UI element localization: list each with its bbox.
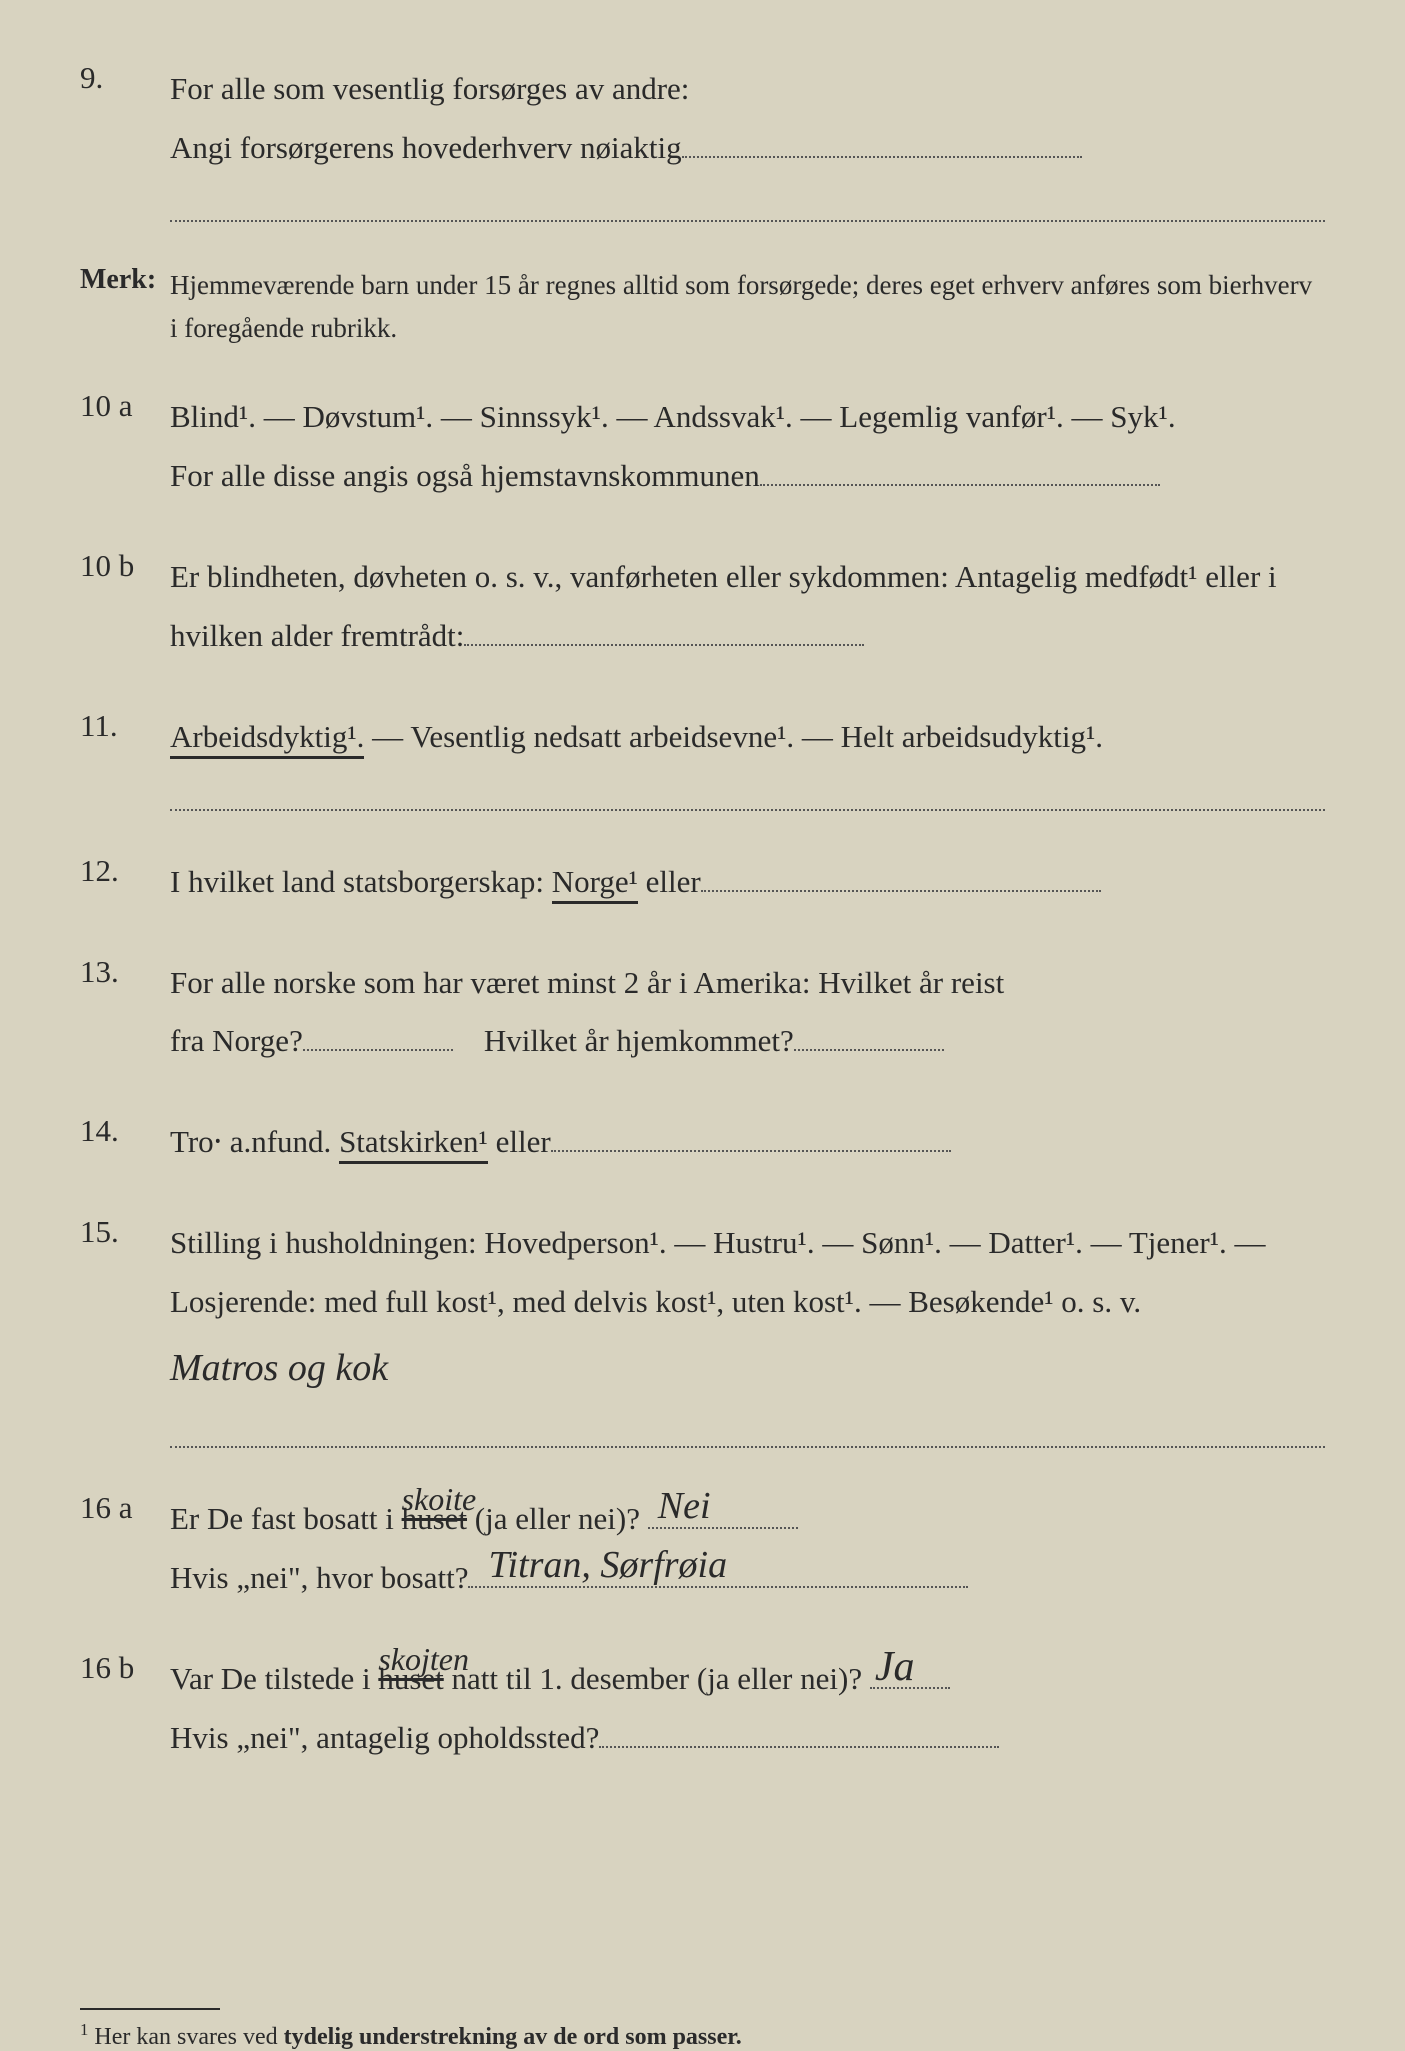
merk-text: Hjemmeværende barn under 15 år regnes al… — [170, 264, 1325, 350]
q11-rest: — Vesentlig nedsatt arbeidsevne¹. — Helt… — [364, 719, 1103, 754]
footnote-rule — [80, 2008, 220, 2010]
question-10b: 10 b Er blindheten, døvheten o. s. v., v… — [80, 548, 1325, 666]
footnote-text-a: Her kan svares ved — [94, 2024, 283, 2050]
q15-handwritten: Matros og kok — [170, 1332, 388, 1404]
q16b-line2: Hvis „nei", antagelig opholdssted? — [170, 1720, 599, 1755]
q13-blank1 — [303, 1020, 453, 1051]
q14-blank — [551, 1121, 951, 1152]
q16a-body: Er De fast bosatt i skoitehuset (ja elle… — [170, 1490, 1325, 1608]
question-9: 9. For alle som vesentlig forsørges av a… — [80, 60, 1325, 222]
q9-number: 9. — [80, 60, 170, 96]
q11-number: 11. — [80, 708, 170, 744]
q10b-body: Er blindheten, døvheten o. s. v., vanfør… — [170, 548, 1325, 666]
q12-number: 12. — [80, 853, 170, 889]
q12-text-b: eller — [638, 864, 701, 899]
q12-blank — [701, 861, 1101, 892]
q10a-number: 10 a — [80, 388, 170, 424]
q9-line1: For alle som vesentlig forsørges av andr… — [170, 71, 689, 106]
q16b-text-a: Var De tilstede i — [170, 1661, 378, 1696]
question-16b: 16 b Var De tilstede i skojtenhuset natt… — [80, 1650, 1325, 1768]
q11-selected: Arbeidsdyktig¹. — [170, 719, 364, 759]
q9-line2: Angi forsørgerens hovederhverv nøiaktig — [170, 130, 682, 165]
q14-text-b: eller — [488, 1124, 551, 1159]
q10b-number: 10 b — [80, 548, 170, 584]
q14-text-a: Tro⸱ a.nfund. — [170, 1124, 339, 1159]
q10a-options: Blind¹. — Døvstum¹. — Sinnssyk¹. — Andss… — [170, 399, 1176, 434]
q9-blank — [682, 127, 1082, 158]
q13-number: 13. — [80, 954, 170, 990]
q16a-text-a: Er De fast bosatt i — [170, 1501, 402, 1536]
q14-selected: Statskirken¹ — [339, 1124, 488, 1164]
q10a-blank — [760, 455, 1160, 486]
q16b-text-b: natt til 1. desember (ja eller nei)? — [444, 1661, 862, 1696]
q16b-answer: Ja — [875, 1628, 915, 1708]
q10a-body: Blind¹. — Døvstum¹. — Sinnssyk¹. — Andss… — [170, 388, 1325, 506]
q16b-body: Var De tilstede i skojtenhuset natt til … — [170, 1650, 1325, 1768]
q13-body: For alle norske som har været minst 2 år… — [170, 954, 1325, 1072]
question-14: 14. Tro⸱ a.nfund. Statskirken¹ eller — [80, 1113, 1325, 1172]
q16b-edit: skojtenhuset — [378, 1661, 443, 1696]
q10a-line2: For alle disse angis også hjemstavnskomm… — [170, 458, 760, 493]
q16b-hand-above: skojten — [378, 1629, 469, 1690]
question-13: 13. For alle norske som har været minst … — [80, 954, 1325, 1072]
q14-body: Tro⸱ a.nfund. Statskirken¹ eller — [170, 1113, 1325, 1172]
q13-line2b: Hvilket år hjemkommet? — [484, 1023, 794, 1058]
q13-blank2 — [794, 1020, 944, 1051]
q14-number: 14. — [80, 1113, 170, 1149]
footnote: 1 Her kan svares ved tydelig understrekn… — [80, 2020, 1325, 2051]
merk-note: Merk: Hjemmeværende barn under 15 år reg… — [80, 264, 1325, 350]
q10b-blank — [464, 615, 864, 646]
q12-text-a: I hvilket land statsborgerskap: — [170, 864, 552, 899]
q16b-ans-line: Ja — [870, 1658, 950, 1689]
question-12: 12. I hvilket land statsborgerskap: Norg… — [80, 853, 1325, 912]
q16a-hand-above: skoite — [402, 1469, 477, 1530]
footnote-text-b: tydelig understrekning av de ord som pas… — [284, 2024, 742, 2050]
q11-body: Arbeidsdyktig¹. — Vesentlig nedsatt arbe… — [170, 708, 1325, 811]
q16a-ans2-line: Titran, Sørfrøia — [468, 1557, 968, 1588]
q16b-number: 16 b — [80, 1650, 170, 1686]
q9-blank2 — [170, 190, 1325, 222]
q15-number: 15. — [80, 1214, 170, 1250]
q15-blank — [170, 1416, 1325, 1448]
q12-selected: Norge¹ — [552, 864, 638, 904]
merk-label: Merk: — [80, 264, 170, 350]
q15-body: Stilling i husholdningen: Hovedperson¹. … — [170, 1214, 1325, 1448]
q16a-edit: skoitehuset — [402, 1501, 467, 1536]
q16a-number: 16 a — [80, 1490, 170, 1526]
q16a-ans-line: Nei — [648, 1498, 798, 1529]
question-15: 15. Stilling i husholdningen: Hovedperso… — [80, 1214, 1325, 1448]
q15-text: Stilling i husholdningen: Hovedperson¹. … — [170, 1225, 1266, 1319]
q16b-blank — [599, 1717, 999, 1748]
q12-body: I hvilket land statsborgerskap: Norge¹ e… — [170, 853, 1325, 912]
q16a-answer2: Titran, Sørfrøia — [488, 1529, 727, 1601]
q13-line1: For alle norske som har været minst 2 år… — [170, 965, 1004, 1000]
q13-line2a: fra Norge? — [170, 1023, 303, 1058]
footnote-marker: 1 — [80, 2020, 88, 2039]
question-10a: 10 a Blind¹. — Døvstum¹. — Sinnssyk¹. — … — [80, 388, 1325, 506]
q11-blank — [170, 779, 1325, 811]
question-11: 11. Arbeidsdyktig¹. — Vesentlig nedsatt … — [80, 708, 1325, 811]
q9-body: For alle som vesentlig forsørges av andr… — [170, 60, 1325, 222]
question-16a: 16 a Er De fast bosatt i skoitehuset (ja… — [80, 1490, 1325, 1608]
q16a-line2: Hvis „nei", hvor bosatt? — [170, 1560, 468, 1595]
